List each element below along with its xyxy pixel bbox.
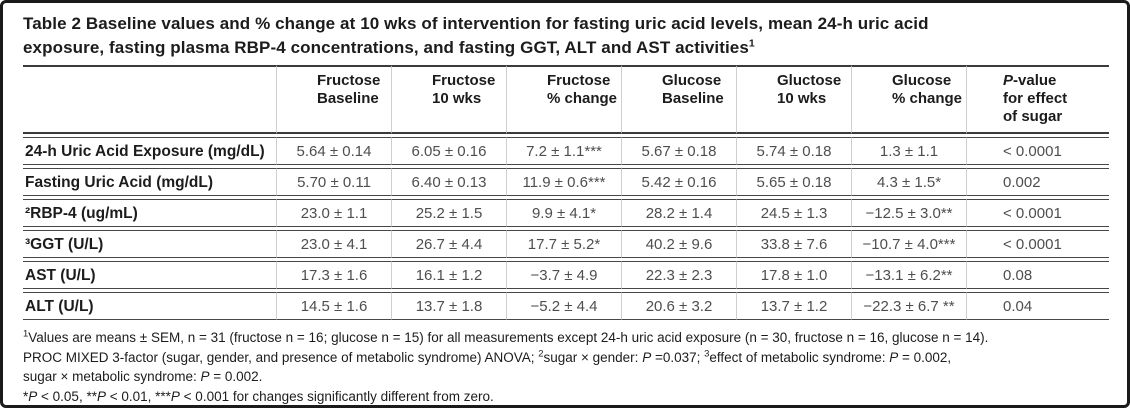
table-row: 24-h Uric Acid Exposure (mg/dL) 5.64 ± 0.…	[23, 137, 1109, 165]
column-header-line: for effect	[1003, 90, 1068, 107]
p-value-cell: < 0.0001	[966, 199, 1109, 227]
row-label: ALT (U/L)	[23, 292, 276, 320]
footnotes: 1Values are means ± SEM, n = 31 (fructos…	[23, 328, 1109, 405]
value-cell: 6.40 ± 0.13	[391, 168, 506, 196]
p-value-cell: 0.002	[966, 168, 1109, 196]
value-cell: 17.3 ± 1.6	[276, 261, 391, 289]
value-cell: 33.8 ± 7.6	[736, 230, 851, 258]
value-cell: 4.3 ± 1.5*	[851, 168, 966, 196]
table-title-line2: exposure, fasting plasma RBP-4 concentra…	[23, 36, 1109, 60]
column-header-line: Fructose	[547, 72, 611, 89]
value-cell: 9.9 ± 4.1*	[506, 199, 621, 227]
column-header-line: Fructose	[432, 72, 496, 89]
value-cell: 23.0 ± 4.1	[276, 230, 391, 258]
row-label: 24-h Uric Acid Exposure (mg/dL)	[23, 137, 276, 165]
table-row: AST (U/L) 17.3 ± 1.6 16.1 ± 1.2 −3.7 ± 4.9 2…	[23, 261, 1109, 289]
table-title-line1: Table 2 Baseline values and % change at …	[23, 14, 929, 33]
column-header-line: Baseline	[317, 90, 379, 107]
table-body: 24-h Uric Acid Exposure (mg/dL) 5.64 ± 0.…	[23, 137, 1109, 320]
value-cell: 5.70 ± 0.11	[276, 168, 391, 196]
column-header-line: of sugar	[1003, 108, 1063, 125]
column-header-line: % change	[547, 90, 618, 107]
column-header-line: 10 wks	[432, 90, 482, 107]
value-cell: 6.05 ± 0.16	[391, 137, 506, 165]
row-label: AST (U/L)	[23, 261, 276, 289]
value-cell: 5.67 ± 0.18	[621, 137, 736, 165]
p-value-cell: < 0.0001	[966, 230, 1109, 258]
table-row: ³GGT (U/L) 23.0 ± 4.1 26.7 ± 4.4 17.7 ± 5.2…	[23, 230, 1109, 258]
column-header-glucose-baseline: Glucose Baseline	[621, 65, 736, 134]
value-cell: 5.65 ± 0.18	[736, 168, 851, 196]
column-header-fructose-baseline: Fructose Baseline	[276, 65, 391, 134]
column-header-line: Glucose	[892, 72, 952, 89]
value-cell: 16.1 ± 1.2	[391, 261, 506, 289]
value-cell: 5.42 ± 0.16	[621, 168, 736, 196]
value-cell: −12.5 ± 3.0**	[851, 199, 966, 227]
value-cell: 14.5 ± 1.6	[276, 292, 391, 320]
value-cell: −5.2 ± 4.4	[506, 292, 621, 320]
column-header-p-value: P-value for effect of sugar	[966, 65, 1109, 134]
value-cell: 20.6 ± 3.2	[621, 292, 736, 320]
value-cell: 11.9 ± 0.6***	[506, 168, 621, 196]
column-header-line: Gluctose	[777, 72, 842, 89]
title-footnote-marker: 1	[748, 37, 755, 50]
footnote-line-3: sugar × metabolic syndrome: P = 0.002.	[23, 369, 263, 384]
data-table: Fructose Baseline Fructose 10 wks Fructo…	[23, 62, 1109, 323]
footnote-line-4: *P < 0.05, **P < 0.01, ***P < 0.001 for …	[23, 388, 494, 404]
table-title: Table 2 Baseline values and % change at …	[23, 12, 1109, 60]
value-cell: 17.7 ± 5.2*	[506, 230, 621, 258]
value-cell: −22.3 ± 6.7 **	[851, 292, 966, 320]
column-header-line: Baseline	[662, 90, 724, 107]
value-cell: 13.7 ± 1.8	[391, 292, 506, 320]
value-cell: 5.64 ± 0.14	[276, 137, 391, 165]
value-cell: 28.2 ± 1.4	[621, 199, 736, 227]
footnote-line-2: PROC MIXED 3-factor (sugar, gender, and …	[23, 348, 952, 365]
p-value-cell: 0.08	[966, 261, 1109, 289]
footnote-line-1: 1Values are means ± SEM, n = 31 (fructos…	[23, 328, 989, 345]
row-label: ²RBP-4 (ug/mL)	[23, 199, 276, 227]
value-cell: 5.74 ± 0.18	[736, 137, 851, 165]
value-cell: 7.2 ± 1.1***	[506, 137, 621, 165]
value-cell: 25.2 ± 1.5	[391, 199, 506, 227]
value-cell: 26.7 ± 4.4	[391, 230, 506, 258]
header-row: Fructose Baseline Fructose 10 wks Fructo…	[23, 65, 1109, 134]
value-cell: −10.7 ± 4.0***	[851, 230, 966, 258]
table-row: ALT (U/L) 14.5 ± 1.6 13.7 ± 1.8 −5.2 ± 4.4 2…	[23, 292, 1109, 320]
column-header-empty	[23, 65, 276, 134]
value-cell: 22.3 ± 2.3	[621, 261, 736, 289]
column-header-fructose-10wks: Fructose 10 wks	[391, 65, 506, 134]
row-label: Fasting Uric Acid (mg/dL)	[23, 168, 276, 196]
value-cell: 13.7 ± 1.2	[736, 292, 851, 320]
column-header-line: Glucose	[662, 72, 722, 89]
column-header-fructose-pct-change: Fructose % change	[506, 65, 621, 134]
table-row: ²RBP-4 (ug/mL) 23.0 ± 1.1 25.2 ± 1.5 9.9 ± …	[23, 199, 1109, 227]
value-cell: 17.8 ± 1.0	[736, 261, 851, 289]
value-cell: 40.2 ± 9.6	[621, 230, 736, 258]
value-cell: −13.1 ± 6.2**	[851, 261, 966, 289]
value-cell: 23.0 ± 1.1	[276, 199, 391, 227]
table-title-line2-text: exposure, fasting plasma RBP-4 concentra…	[23, 38, 749, 57]
table-row: Fasting Uric Acid (mg/dL) 5.70 ± 0.11 6.40…	[23, 168, 1109, 196]
value-cell: 24.5 ± 1.3	[736, 199, 851, 227]
column-header-line: 10 wks	[777, 90, 827, 107]
value-cell: −3.7 ± 4.9	[506, 261, 621, 289]
column-header-line: Fructose	[317, 72, 381, 89]
column-header-glucose-10wks: Gluctose 10 wks	[736, 65, 851, 134]
column-header-line: % change	[892, 90, 963, 107]
value-cell: 1.3 ± 1.1	[851, 137, 966, 165]
column-header-line: P-value	[1003, 72, 1057, 89]
column-header-glucose-pct-change: Glucose % change	[851, 65, 966, 134]
p-value-cell: 0.04	[966, 292, 1109, 320]
row-label: ³GGT (U/L)	[23, 230, 276, 258]
p-value-cell: < 0.0001	[966, 137, 1109, 165]
